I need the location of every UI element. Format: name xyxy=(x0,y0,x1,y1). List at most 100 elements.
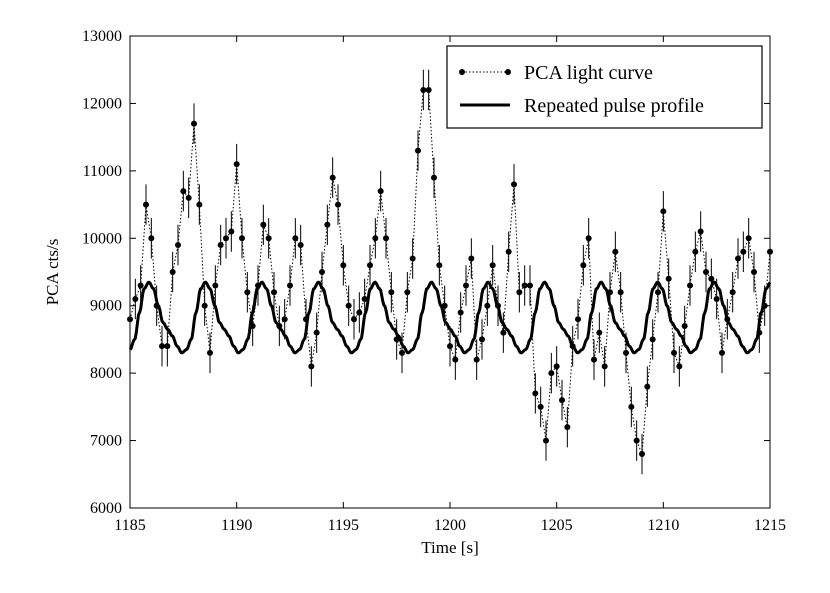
data-point xyxy=(484,302,491,309)
pulse-profile-line xyxy=(128,280,772,355)
data-point xyxy=(665,275,672,282)
light-curve-error-bars xyxy=(129,69,771,475)
data-point xyxy=(329,174,336,181)
light-curve-markers xyxy=(127,86,773,458)
data-point xyxy=(697,228,704,235)
legend-light-curve-sample xyxy=(459,69,511,75)
data-point xyxy=(687,282,693,289)
data-point xyxy=(132,295,139,302)
legend-sample-marker xyxy=(505,69,511,75)
legend-pulse-profile-label: Repeated pulse profile xyxy=(524,95,704,117)
data-point xyxy=(233,161,240,168)
data-point xyxy=(516,289,523,296)
data-point xyxy=(239,235,245,242)
y-tick-label: 13000 xyxy=(82,28,122,45)
data-point xyxy=(473,356,480,363)
data-point xyxy=(692,248,699,255)
data-point xyxy=(612,248,619,255)
data-point xyxy=(521,282,528,289)
data-point xyxy=(297,242,304,249)
data-point xyxy=(319,269,325,275)
data-point xyxy=(383,235,389,242)
data-point xyxy=(479,336,485,343)
data-point xyxy=(751,269,757,275)
data-point xyxy=(164,343,171,350)
data-point xyxy=(356,309,363,316)
data-point xyxy=(457,309,464,316)
data-point xyxy=(420,86,427,93)
data-point xyxy=(543,437,549,444)
data-point xyxy=(532,390,539,397)
legend: PCA light curve Repeated pulse profile xyxy=(446,45,763,129)
data-point xyxy=(185,194,192,201)
data-point xyxy=(511,181,517,188)
x-tick-label: 1200 xyxy=(434,517,466,534)
data-point xyxy=(148,235,155,242)
data-point xyxy=(649,336,656,343)
data-point xyxy=(431,174,437,181)
data-point xyxy=(735,255,741,262)
data-point xyxy=(415,147,421,154)
data-point xyxy=(628,403,635,410)
data-point xyxy=(553,363,560,370)
data-point xyxy=(399,349,405,356)
x-tick-label: 1215 xyxy=(754,517,786,534)
data-point xyxy=(281,316,288,323)
data-point xyxy=(468,255,475,262)
data-point xyxy=(228,228,235,235)
data-point xyxy=(345,302,352,309)
data-point xyxy=(633,437,640,444)
x-axis-label: Time [s] xyxy=(421,538,478,557)
data-point xyxy=(564,424,571,431)
light-curve-line xyxy=(129,89,771,455)
y-tick-label: 10000 xyxy=(82,230,122,247)
x-tick-label: 1195 xyxy=(328,517,359,534)
data-point xyxy=(260,221,267,228)
data-point xyxy=(292,235,299,242)
data-point xyxy=(463,282,469,289)
data-point xyxy=(452,356,459,363)
data-point xyxy=(409,255,416,262)
data-point xyxy=(591,356,597,363)
axis-ticks xyxy=(129,35,771,509)
data-point xyxy=(212,282,219,289)
data-point xyxy=(207,349,213,356)
data-point xyxy=(361,295,368,302)
data-point xyxy=(217,242,224,249)
data-point xyxy=(159,343,165,350)
data-point xyxy=(681,322,688,329)
data-point xyxy=(201,302,208,309)
data-point xyxy=(548,370,555,377)
y-tick-labels: 6000 7000 8000 9000 10000 11000 12000 13000 xyxy=(82,28,122,517)
data-point xyxy=(639,451,645,458)
data-point xyxy=(644,383,651,390)
data-point xyxy=(601,363,608,370)
data-point xyxy=(500,329,507,336)
x-tick-labels: 1185 1190 1195 1200 1205 1210 1215 xyxy=(114,517,786,534)
x-tick-label: 1205 xyxy=(541,517,573,534)
data-point xyxy=(271,289,277,296)
y-axis-label: PCA cts/s xyxy=(43,239,62,306)
y-tick-label: 8000 xyxy=(90,365,122,382)
data-point xyxy=(175,242,181,249)
data-point xyxy=(436,262,443,269)
data-point xyxy=(537,403,544,410)
data-point xyxy=(340,262,347,269)
data-point xyxy=(489,262,496,269)
data-point xyxy=(559,397,565,404)
data-point xyxy=(719,349,725,356)
data-point xyxy=(388,289,395,296)
x-tick-label: 1185 xyxy=(114,517,145,534)
legend-light-curve-label: PCA light curve xyxy=(524,62,653,84)
data-point xyxy=(527,282,533,289)
data-point xyxy=(729,289,736,296)
y-tick-label: 9000 xyxy=(90,298,122,315)
data-point xyxy=(617,289,624,296)
data-point xyxy=(244,289,251,296)
data-point xyxy=(447,343,453,350)
y-tick-label: 11000 xyxy=(83,163,122,180)
x-tick-label: 1190 xyxy=(221,517,252,534)
data-point xyxy=(372,235,379,242)
data-point xyxy=(505,248,512,255)
